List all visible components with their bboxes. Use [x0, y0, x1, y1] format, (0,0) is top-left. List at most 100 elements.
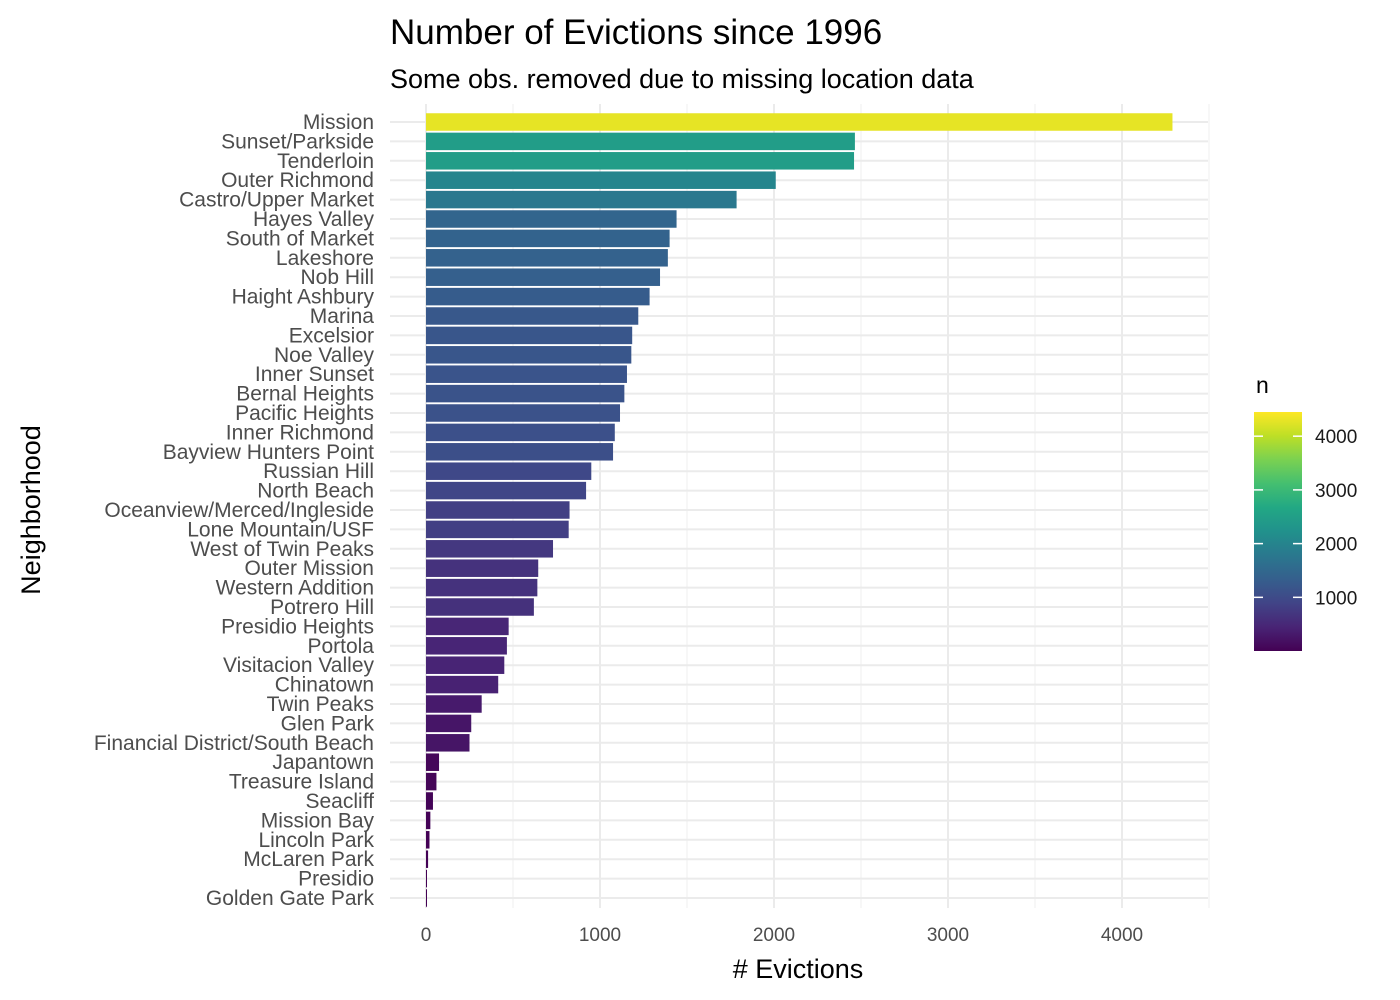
bar	[426, 714, 472, 733]
category-label: Portola	[307, 635, 374, 658]
bar	[426, 481, 587, 500]
category-label: Presidio Heights	[221, 615, 374, 638]
bar	[426, 462, 592, 480]
category-label: Tenderloin	[277, 150, 374, 173]
x-tick-label: 3000	[927, 925, 969, 946]
category-label: Haight Ashbury	[232, 286, 375, 309]
category-label: Mission Bay	[261, 809, 375, 832]
bar	[426, 210, 677, 228]
category-label: Hayes Valley	[253, 208, 374, 231]
legend-tick-label: 2000	[1315, 535, 1357, 556]
bar	[426, 501, 570, 519]
bar	[426, 869, 427, 888]
chart-title: Number of Evictions since 1996	[390, 13, 882, 52]
category-label: Lakeshore	[276, 247, 374, 270]
legend-ticks: 1000 2000 3000 4000	[1254, 427, 1357, 609]
category-label: Oceanview/Merced/Ingleside	[104, 499, 374, 522]
bar	[426, 889, 427, 907]
category-label: Golden Gate Park	[206, 887, 375, 910]
color-legend: n 1000 2000 3000 4000	[1254, 372, 1357, 651]
bar	[426, 152, 855, 170]
bar	[426, 734, 470, 752]
bar	[426, 656, 505, 674]
category-label: Presidio	[298, 868, 374, 891]
category-label: Financial District/South Beach	[94, 732, 374, 755]
bar	[426, 540, 554, 558]
bar	[426, 404, 621, 422]
legend-tick-label: 1000	[1315, 588, 1357, 609]
category-label: Sunset/Parkside	[221, 130, 374, 153]
category-label: Chinatown	[275, 674, 374, 697]
bar	[426, 190, 737, 209]
x-tick-label: 4000	[1101, 925, 1143, 946]
category-label: Nob Hill	[300, 266, 374, 289]
x-tick-label: 0	[421, 925, 432, 946]
category-label: Inner Richmond	[226, 421, 374, 444]
category-label: Inner Sunset	[255, 363, 374, 386]
bar	[426, 365, 627, 383]
category-label: Outer Richmond	[221, 169, 374, 192]
bar	[426, 132, 855, 151]
legend-tick-label: 3000	[1315, 481, 1357, 502]
bar	[426, 598, 534, 616]
bar	[426, 423, 615, 442]
category-label: South of Market	[226, 227, 374, 250]
bar	[426, 675, 499, 694]
bar	[426, 113, 1173, 131]
category-label: West of Twin Peaks	[190, 538, 374, 561]
bars	[426, 113, 1173, 907]
category-label: Lone Mountain/USF	[187, 518, 374, 541]
bar	[426, 792, 433, 810]
category-label: Outer Mission	[244, 557, 374, 580]
category-label: Excelsior	[289, 324, 374, 347]
category-label: Twin Peaks	[267, 693, 374, 716]
category-label: Lincoln Park	[258, 829, 374, 852]
category-label: Japantown	[272, 751, 374, 774]
category-label: Marina	[310, 305, 375, 328]
category-label: McLaren Park	[243, 848, 374, 871]
legend-tick-label: 4000	[1315, 427, 1357, 448]
chart-subtitle: Some obs. removed due to missing locatio…	[390, 64, 975, 94]
bar	[426, 695, 482, 713]
category-label: Glen Park	[281, 712, 375, 735]
bar	[426, 617, 509, 636]
category-label: Western Addition	[216, 577, 374, 600]
bar	[426, 811, 431, 830]
bar	[426, 443, 614, 461]
category-label: Pacific Heights	[235, 402, 374, 425]
legend-colorbar	[1254, 412, 1302, 651]
category-label: Seacliff	[306, 790, 375, 813]
bar	[426, 171, 776, 189]
bar	[426, 831, 430, 849]
bar	[426, 578, 538, 597]
x-tick-label: 1000	[579, 925, 621, 946]
y-axis-title: Neighborhood	[16, 425, 46, 595]
bar	[426, 753, 440, 771]
category-label: Treasure Island	[229, 771, 374, 794]
bar	[426, 559, 539, 577]
bar	[426, 346, 632, 364]
bar	[426, 637, 507, 655]
category-label: Castro/Upper Market	[179, 189, 374, 212]
bar	[426, 850, 429, 868]
category-label: Potrero Hill	[270, 596, 374, 619]
bar	[426, 229, 670, 248]
category-label: Visitacion Valley	[223, 654, 374, 677]
category-label: Russian Hill	[263, 460, 374, 483]
bar	[426, 287, 650, 306]
category-label: Mission	[303, 111, 374, 134]
bar	[426, 249, 668, 267]
bar	[426, 520, 569, 539]
legend-title: n	[1256, 372, 1269, 398]
bar	[426, 268, 661, 286]
bar	[426, 772, 437, 791]
bar	[426, 326, 633, 345]
x-tick-label: 2000	[753, 925, 795, 946]
category-label: Bernal Heights	[236, 383, 374, 406]
category-label: Bayview Hunters Point	[163, 441, 374, 464]
category-label: North Beach	[257, 480, 374, 503]
x-tick-labels: 0 1000 2000 3000 4000	[421, 925, 1143, 946]
bar	[426, 307, 639, 325]
